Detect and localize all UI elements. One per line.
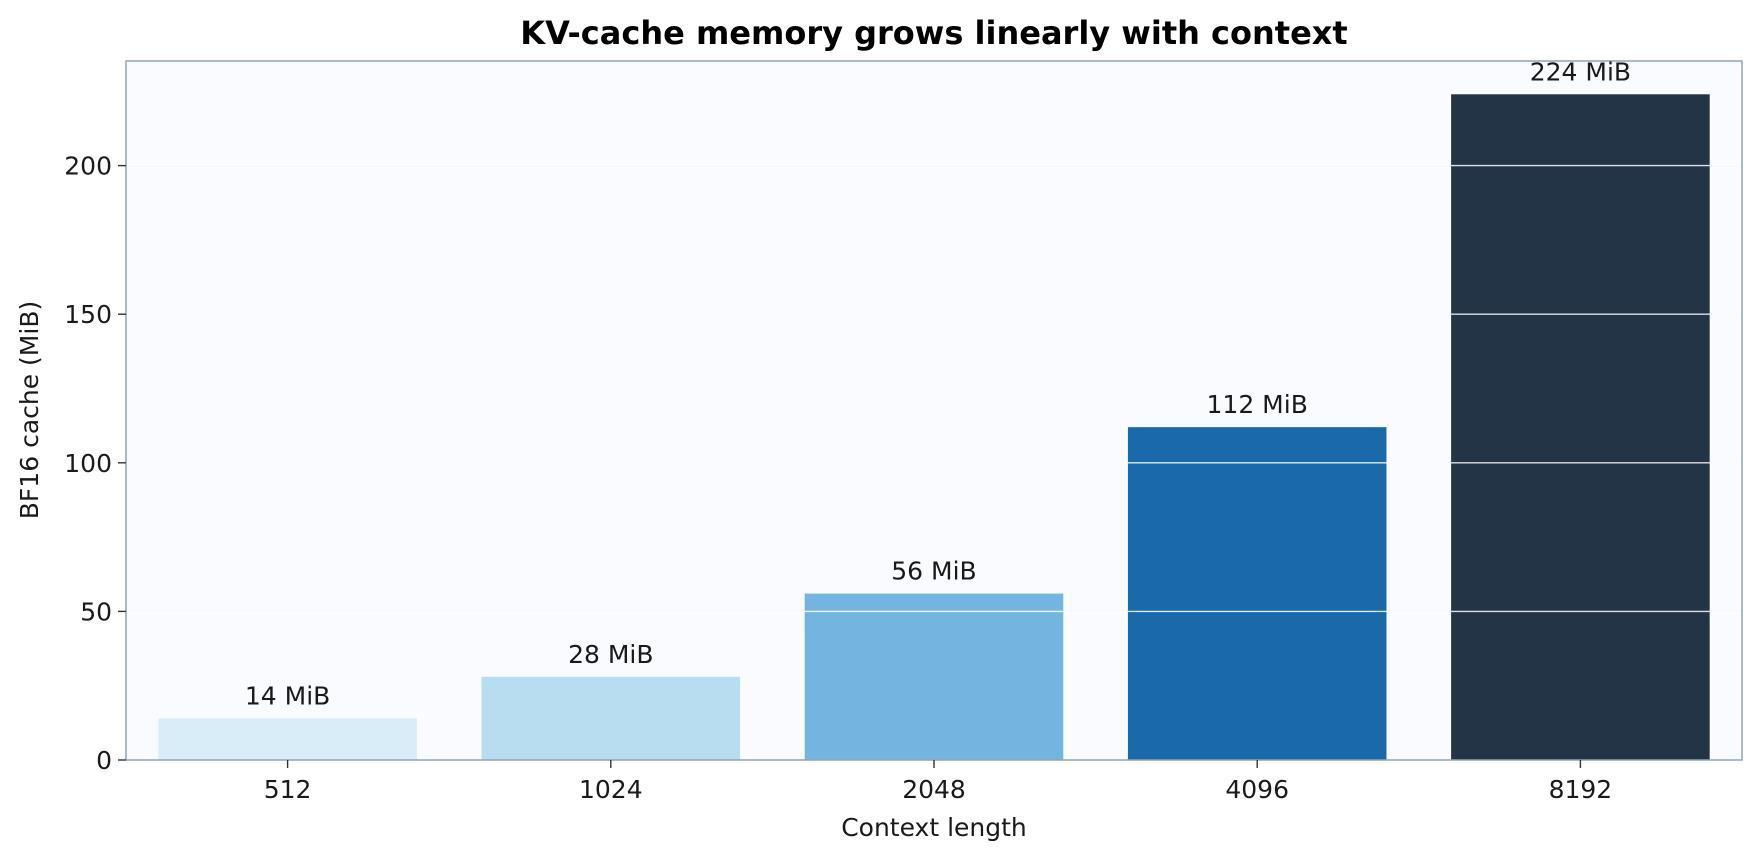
bar-4096	[1127, 427, 1387, 760]
chart-title: KV-cache memory grows linearly with cont…	[520, 14, 1347, 52]
data-label-8192: 224 MiB	[1530, 57, 1631, 86]
x-tick-label: 512	[264, 775, 312, 804]
y-axis-ticks: 0 50 100 150 200	[64, 152, 126, 775]
bar-512	[158, 718, 417, 760]
data-label-2048: 56 MiB	[891, 557, 976, 586]
bar-8192	[1451, 94, 1710, 761]
data-label-512: 14 MiB	[245, 681, 330, 710]
bar-2048	[804, 593, 1064, 760]
gridlines-over-bars	[126, 164, 1742, 613]
x-tick-label: 4096	[1225, 775, 1289, 804]
y-axis-label: BF16 cache (MiB)	[15, 301, 44, 519]
bar-1024	[481, 676, 741, 760]
y-tick-label: 100	[64, 449, 112, 478]
y-tick-label: 150	[64, 300, 112, 329]
x-tick-label: 1024	[579, 775, 643, 804]
x-tick-label: 8192	[1549, 775, 1613, 804]
data-label-1024: 28 MiB	[568, 640, 653, 669]
y-tick-label: 50	[80, 597, 112, 626]
data-label-4096: 112 MiB	[1207, 390, 1308, 419]
data-labels: 14 MiB 28 MiB 56 MiB 112 MiB 224 MiB	[245, 57, 1631, 710]
x-tick-label: 2048	[902, 775, 966, 804]
y-tick-label: 0	[96, 746, 112, 775]
x-axis-ticks: 512 1024 2048 4096 8192	[264, 760, 1612, 804]
x-axis-label: Context length	[841, 813, 1027, 842]
y-tick-label: 200	[64, 152, 112, 181]
bars	[158, 94, 1710, 761]
